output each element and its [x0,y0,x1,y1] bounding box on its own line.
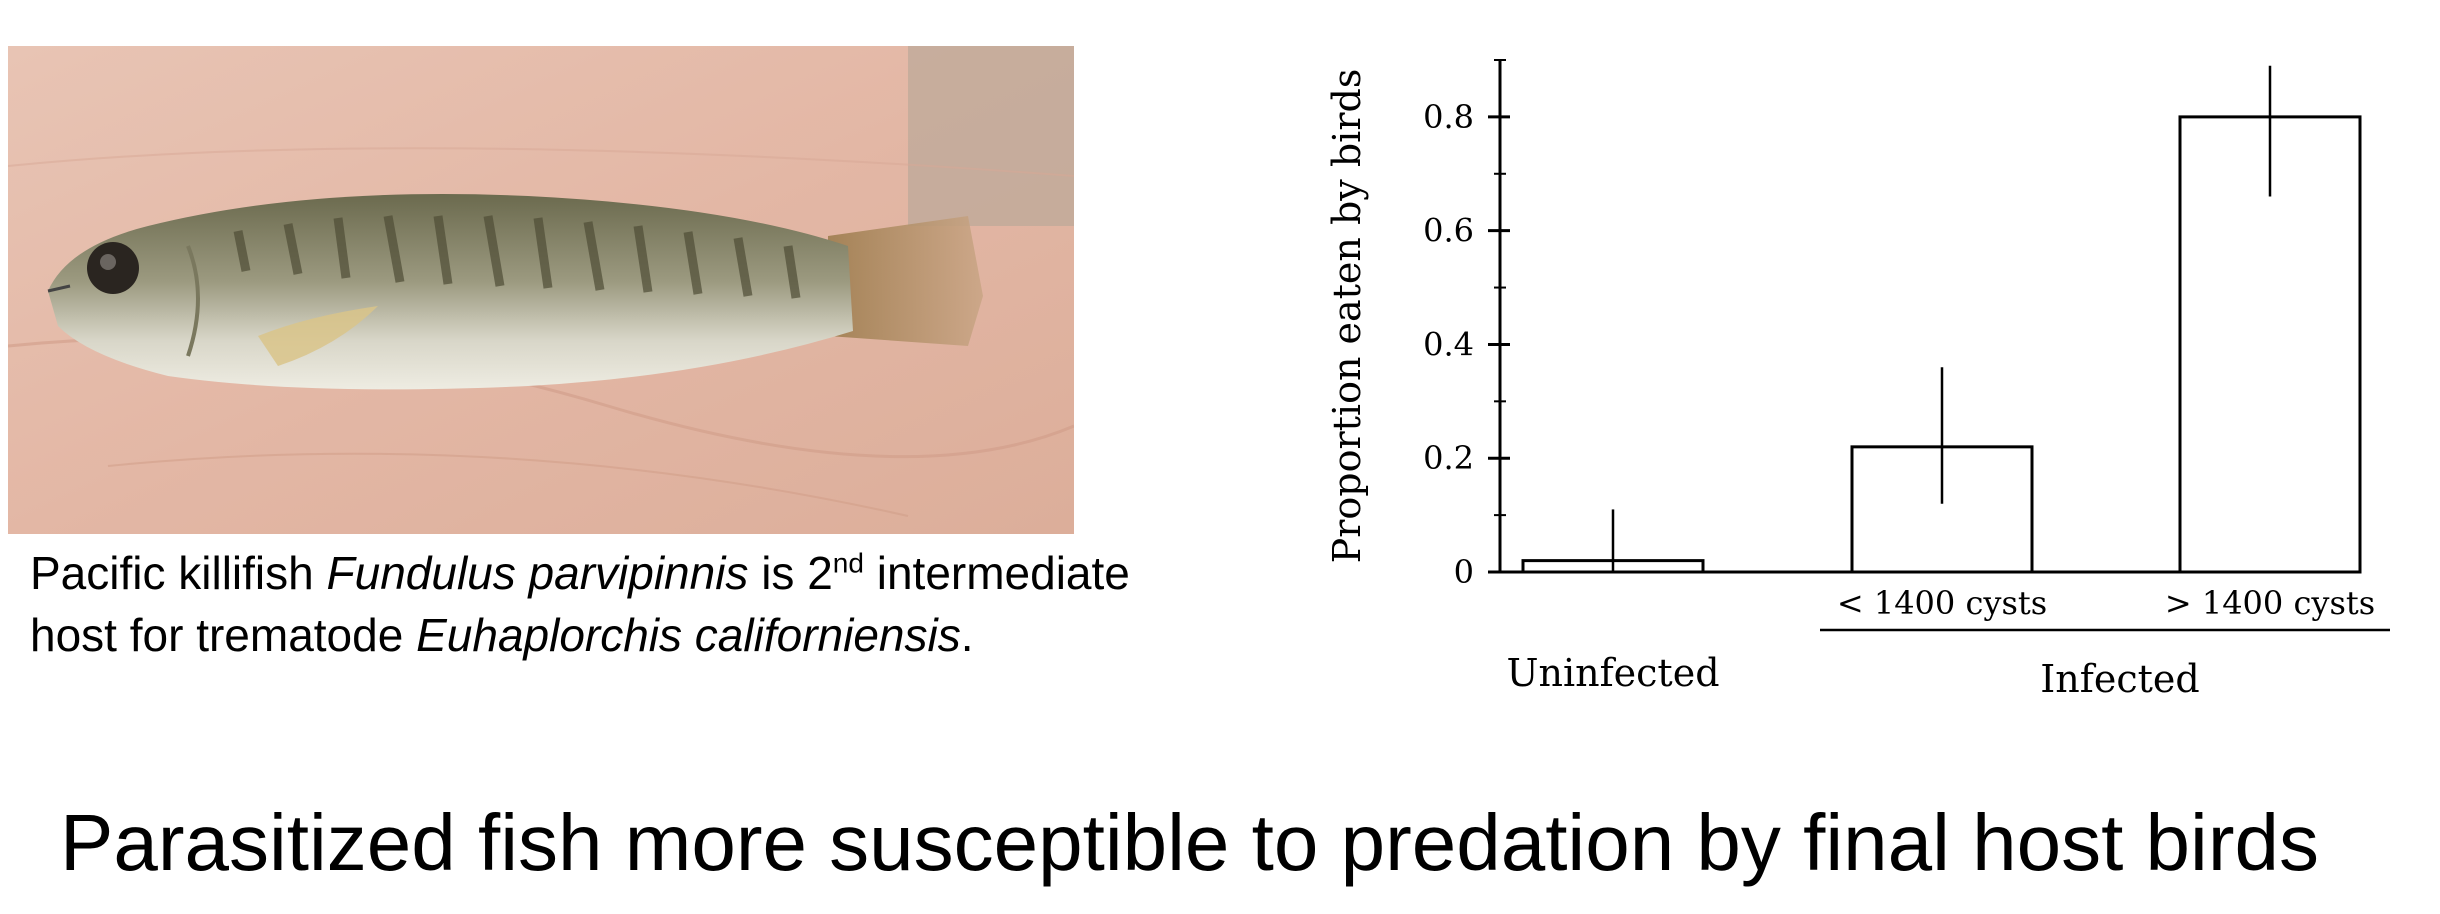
killifish-illustration [8,46,1074,534]
caption-text: host for trematode [30,609,417,661]
group-label: Uninfected [1506,651,1719,695]
y-tick-label: 0.4 [1423,325,1474,363]
caption-line-2: host for trematode Euhaplorchis californ… [30,604,1330,666]
caption-text: intermediate [863,547,1130,599]
y-tick-label: 0.8 [1423,98,1474,136]
predation-bar-chart: 0 0.2 0.4 0.6 0.8 Proportion eaten by birds < … [1325,59,2390,701]
group-label: Infected [2040,657,2199,701]
species-name: Fundulus parvipinnis [326,547,749,599]
caption-text: is 2 [748,547,833,599]
y-tick-label: 0.2 [1423,439,1474,477]
slide-headline: Parasitized fish more susceptible to pre… [60,798,2319,887]
caption-text: . [960,609,974,661]
photo-caption: Pacific killifish Fundulus parvipinnis i… [30,542,1330,666]
parasite-name: Euhaplorchis californiensis [416,609,961,661]
y-tick-label: 0 [1454,553,1474,591]
x-tick-label: < 1400 cysts [1837,584,2047,622]
y-tick-label: 0.6 [1423,212,1474,250]
x-tick-label: > 1400 cysts [2165,584,2375,622]
caption-text: Pacific killifish [30,547,327,599]
caption-line-1: Pacific killifish Fundulus parvipinnis i… [30,542,1330,604]
killifish-photo [8,46,1074,534]
y-axis-label: Proportion eaten by birds [1325,69,1369,564]
ordinal-superscript: nd [832,547,864,579]
